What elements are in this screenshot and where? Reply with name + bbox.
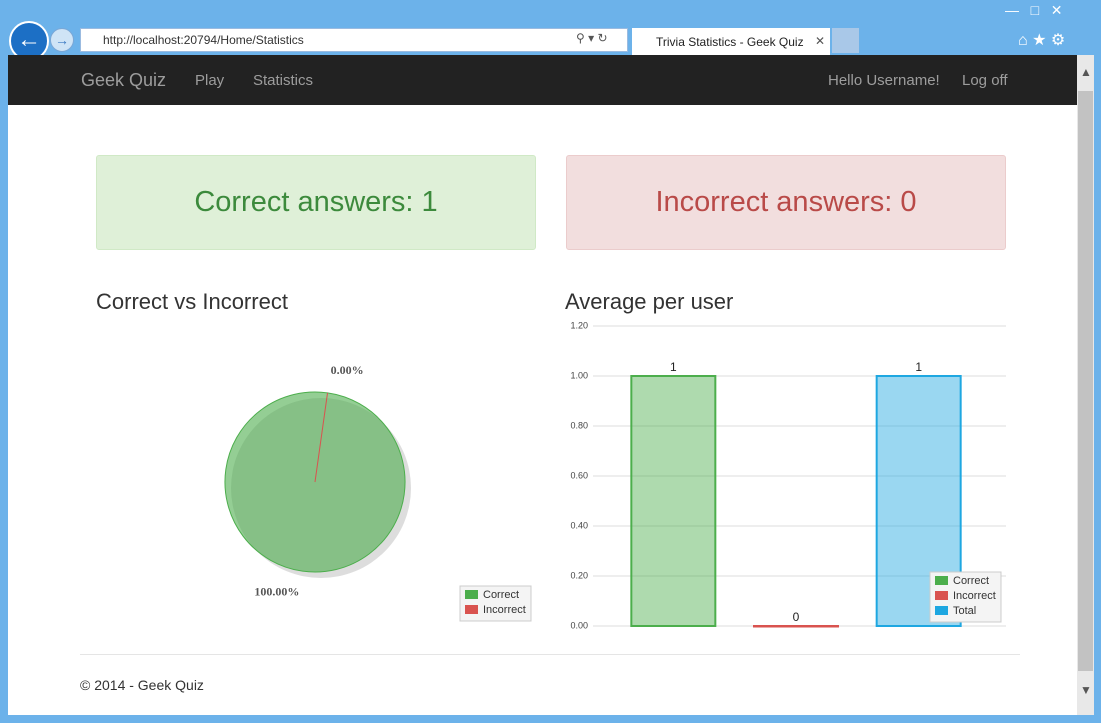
logoff[interactable]: Log off bbox=[962, 72, 1008, 89]
chart-title: Correct vs Incorrect bbox=[96, 289, 288, 314]
nav-link[interactable]: Statistics bbox=[253, 72, 314, 89]
y-tick-label: 0.20 bbox=[570, 570, 588, 580]
pie-label: 100.00% bbox=[254, 585, 299, 599]
y-tick-label: 1.00 bbox=[570, 370, 588, 380]
incorrect-box: Incorrect answers: 0 bbox=[566, 155, 1006, 250]
brand[interactable]: Geek Quiz bbox=[81, 70, 167, 90]
pie-slice bbox=[314, 392, 329, 483]
legend-label: Incorrect bbox=[953, 590, 996, 602]
y-tick-label: 0.80 bbox=[570, 420, 588, 430]
bar bbox=[630, 375, 717, 627]
scroll-up[interactable]: ▲ bbox=[1080, 65, 1092, 79]
chart-title: Average per user bbox=[565, 289, 733, 314]
window-buttons[interactable]: — □ ✕ bbox=[1005, 2, 1063, 18]
legend-label: Incorrect bbox=[483, 604, 526, 616]
tab-title: Trivia Statistics - Geek Quiz bbox=[656, 35, 804, 49]
legend-swatch bbox=[935, 576, 948, 585]
legend-swatch bbox=[465, 605, 478, 614]
y-tick-label: 1.20 bbox=[570, 320, 588, 330]
y-tick-label: 0.00 bbox=[570, 620, 588, 630]
value-label: 0 bbox=[793, 610, 800, 624]
pie-slice bbox=[224, 391, 406, 573]
forward-button[interactable]: → bbox=[50, 28, 74, 52]
footer-rule bbox=[80, 654, 1020, 655]
legend-swatch bbox=[935, 606, 948, 615]
value-label: 1 bbox=[915, 360, 922, 374]
value-label: 1 bbox=[670, 360, 677, 374]
legend-label: Correct bbox=[483, 589, 519, 601]
y-tick-label: 0.60 bbox=[570, 470, 588, 480]
new-tab[interactable] bbox=[832, 28, 859, 53]
legend-swatch bbox=[935, 591, 948, 600]
navbar: Geek Quiz Play Statistics Hello Username… bbox=[8, 55, 1077, 105]
address-icons[interactable]: ⚲ ▾ ↻ bbox=[576, 31, 608, 45]
legend-swatch bbox=[465, 590, 478, 599]
scrollbar[interactable]: ▲ ▼ bbox=[1077, 55, 1094, 715]
pie-label: 0.00% bbox=[331, 363, 364, 377]
bar bbox=[753, 625, 839, 628]
legend-label: Correct bbox=[953, 575, 989, 587]
scroll-down[interactable]: ▼ bbox=[1080, 683, 1092, 697]
footer: © 2014 - Geek Quiz bbox=[80, 677, 204, 693]
address-bar[interactable]: http://localhost:20794/Home/Statistics ⚲… bbox=[80, 28, 628, 52]
scroll-thumb[interactable] bbox=[1078, 91, 1093, 671]
greeting[interactable]: Hello Username! bbox=[828, 72, 940, 89]
correct-box: Correct answers: 1 bbox=[96, 155, 536, 250]
toolbar-icons[interactable]: ⌂ ★ ⚙ bbox=[1018, 32, 1066, 49]
tab[interactable]: Trivia Statistics - Geek Quiz ✕ bbox=[632, 28, 830, 55]
url: http://localhost:20794/Home/Statistics bbox=[103, 33, 304, 47]
nav-link[interactable]: Play bbox=[195, 72, 225, 89]
legend-label: Total bbox=[953, 605, 976, 617]
charts: Correct vs Incorrect 100.00% 0.00% Correct I… bbox=[96, 289, 1006, 630]
y-tick-label: 0.40 bbox=[570, 520, 588, 530]
tab-close[interactable]: ✕ bbox=[815, 34, 826, 48]
